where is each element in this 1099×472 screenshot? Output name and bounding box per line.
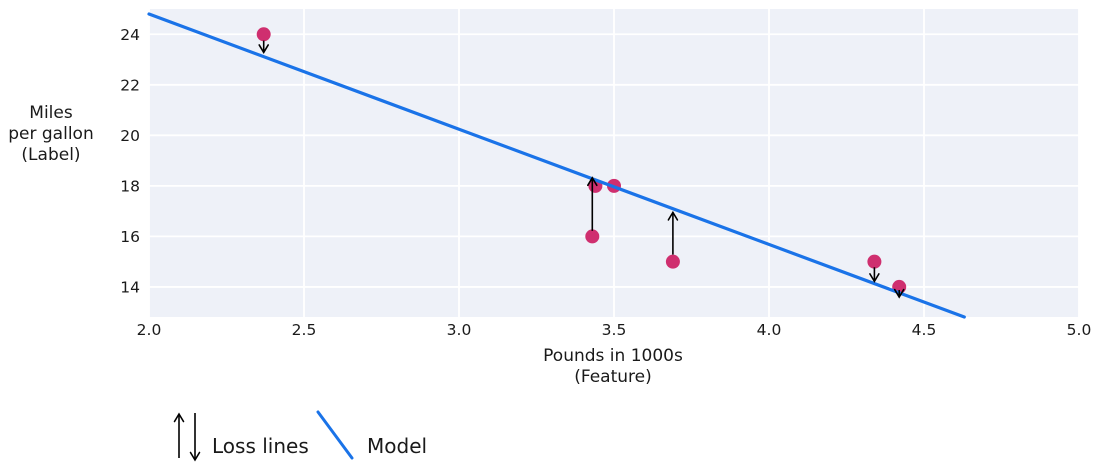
x-axis-label: Pounds in 1000s (Feature)	[463, 346, 763, 388]
x-tick-label: 3.0	[447, 321, 472, 339]
y-axis-label-line: per gallon	[8, 124, 94, 144]
legend-arrow-head	[189, 451, 201, 462]
x-tick-label: 2.0	[137, 321, 162, 339]
legend-model-line	[316, 410, 354, 460]
data-point	[665, 254, 680, 269]
x-axis-label-line: (Feature)	[574, 367, 652, 387]
y-tick-label: 14	[120, 278, 140, 296]
x-tick-label: 2.5	[292, 321, 317, 339]
x-tick-label: 4.0	[757, 321, 782, 339]
legend-arrow-head	[173, 412, 185, 423]
y-axis-label: Miles per gallon (Label)	[0, 103, 102, 166]
y-tick-label: 18	[120, 177, 140, 195]
loss-arrow-head	[869, 273, 880, 283]
data-point	[867, 254, 882, 269]
y-tick-label: 24	[120, 26, 140, 44]
loss-arrow	[893, 288, 905, 299]
loss-arrow-head	[587, 176, 598, 187]
loss-arrow-head	[667, 210, 679, 221]
x-tick-label: 5.0	[1067, 321, 1092, 339]
loss-arrow-head	[258, 44, 269, 55]
loss-arrow	[869, 267, 880, 283]
loss-arrow-head	[893, 288, 905, 299]
y-tick-label: 22	[120, 76, 140, 94]
data-point	[256, 27, 271, 42]
model-legend-icon	[316, 410, 354, 460]
loss-arrow	[258, 40, 269, 55]
legend-label-loss-lines: Loss lines	[212, 434, 309, 458]
x-tick-label: 3.5	[602, 321, 627, 339]
loss-arrow	[667, 210, 679, 255]
x-axis-label-line: Pounds in 1000s	[543, 346, 683, 366]
y-axis-label-line: Miles	[29, 103, 73, 123]
legend-down-arrow	[189, 413, 201, 462]
x-tick-label: 4.5	[912, 321, 937, 339]
model-line	[147, 12, 966, 319]
loss-arrow	[587, 176, 598, 231]
y-tick-label: 20	[120, 127, 140, 145]
legend-label-model: Model	[367, 434, 428, 458]
y-axis-label-line: (Label)	[21, 145, 81, 165]
mpg-vs-weight-plot: 14 16 18 20 22 24 2.0 2.5 3.0 3.5 4.0 4.5 5.0	[120, 9, 1092, 339]
legend-up-arrow	[173, 412, 185, 458]
data-point	[585, 229, 600, 244]
loss-lines-legend-icon	[173, 412, 201, 462]
y-tick-label: 16	[120, 228, 140, 246]
